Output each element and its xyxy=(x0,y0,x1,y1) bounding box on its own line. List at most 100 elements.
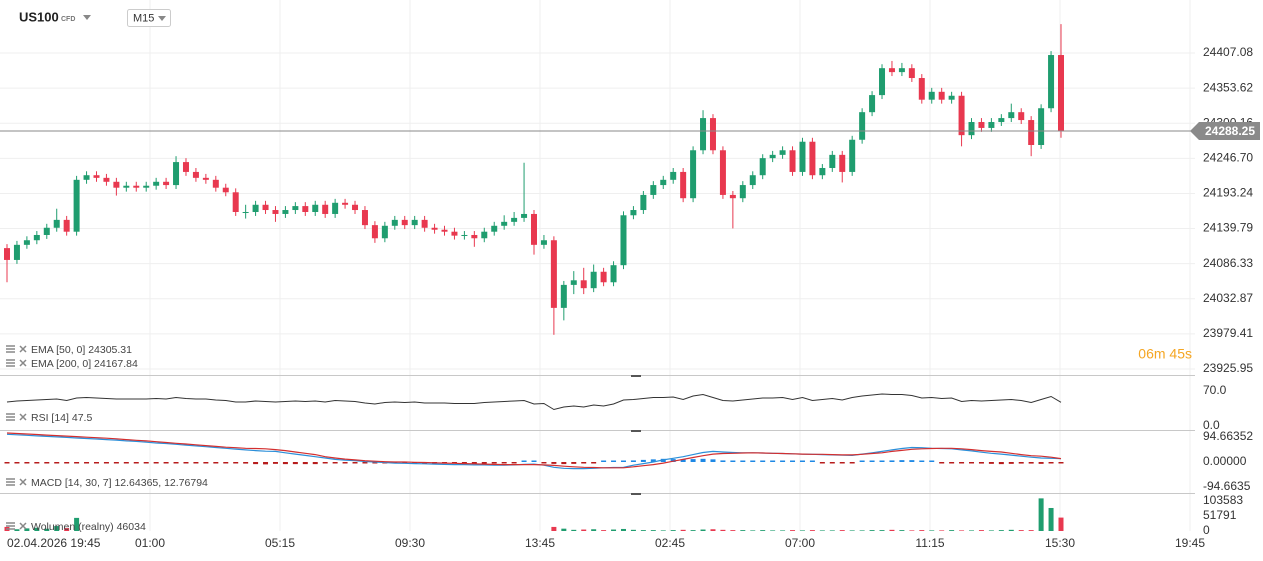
candle-body xyxy=(411,219,418,226)
macd-histogram-bar xyxy=(650,459,656,462)
candle-body xyxy=(202,177,209,180)
indicator-legend: RSI [14] 47.5 xyxy=(31,412,92,424)
candle-body xyxy=(1048,55,1055,109)
x-tick-label: 13:45 xyxy=(525,536,555,550)
candle-body xyxy=(1008,112,1015,119)
macd-histogram-bar xyxy=(173,462,179,464)
volume-bar xyxy=(799,530,805,531)
indicator-legend: Wolumen (realny) 46034 xyxy=(31,521,146,533)
last-price-label: 24288.25 xyxy=(1205,124,1255,138)
macd-histogram-bar xyxy=(640,459,646,462)
volume-bar xyxy=(959,530,965,531)
candle-body xyxy=(13,244,20,260)
macd-histogram-bar xyxy=(998,462,1004,465)
symbol[interactable]: US100 xyxy=(19,9,59,24)
macd-histogram-bar xyxy=(829,462,835,464)
volume-bar xyxy=(581,529,587,531)
candle-body xyxy=(53,219,60,228)
volume-bar xyxy=(929,530,935,531)
macd-histogram-bar xyxy=(233,462,239,464)
x-tick-label: 11:15 xyxy=(915,536,944,550)
macd-histogram-bar xyxy=(680,459,686,462)
candle-body xyxy=(859,112,866,140)
indicator-legend: EMA [50, 0] 24305.31 xyxy=(31,344,132,356)
macd-histogram-bar xyxy=(362,462,368,464)
macd-histogram-bar xyxy=(1028,462,1034,464)
macd-histogram-bar xyxy=(113,462,119,464)
candle-body xyxy=(143,185,150,188)
dropdown-arrow[interactable] xyxy=(158,16,166,21)
candle-body xyxy=(1018,112,1025,121)
timeframe[interactable]: M15 xyxy=(133,12,154,24)
macd-histogram-bar xyxy=(730,460,736,462)
macd-histogram-bar xyxy=(332,462,338,464)
candle-body xyxy=(799,141,806,172)
dropdown-arrow[interactable] xyxy=(83,15,91,20)
x-tick-label: 02:45 xyxy=(655,536,685,550)
macd-histogram-bar xyxy=(809,460,815,462)
macd-histogram-bar xyxy=(889,460,895,462)
candle-body xyxy=(123,185,130,188)
volume-bar xyxy=(561,528,567,531)
volume-bar xyxy=(601,530,607,531)
timeframe-box[interactable] xyxy=(127,9,171,27)
x-tick-label: 15:30 xyxy=(1045,536,1075,550)
legend-close-icon xyxy=(19,359,27,367)
candle-body xyxy=(560,284,567,308)
macd-histogram-bar xyxy=(292,462,298,465)
candle-body xyxy=(719,150,726,195)
volume-bar xyxy=(54,526,60,531)
macd-histogram-bar xyxy=(929,460,935,462)
candle-body xyxy=(212,179,219,188)
volume-bar xyxy=(819,530,825,531)
candle-body xyxy=(262,204,269,211)
macd-histogram-bar xyxy=(581,462,587,464)
volume-bar xyxy=(650,530,656,531)
candle-body xyxy=(898,68,905,73)
macd-histogram-bar xyxy=(1058,462,1064,464)
macd-histogram-bar xyxy=(611,460,617,462)
macd-histogram-bar xyxy=(193,462,199,464)
macd-histogram-bar xyxy=(342,462,348,464)
macd-histogram-bar xyxy=(74,462,80,464)
candle-body xyxy=(451,231,458,236)
volume-bar xyxy=(680,529,686,531)
candle-body xyxy=(272,210,279,214)
macd-histogram-bar xyxy=(720,460,726,462)
macd-histogram-bar xyxy=(1008,462,1014,464)
macd-histogram-bar xyxy=(819,462,825,464)
volume-bar xyxy=(720,529,726,531)
macd-histogram-bar xyxy=(790,460,796,462)
rsi-line xyxy=(6,393,1062,411)
volume-bar xyxy=(770,530,776,531)
macd-histogram-bar xyxy=(551,462,557,464)
macd-histogram-bar xyxy=(839,462,845,464)
macd-histogram-bar xyxy=(978,462,984,464)
y-tick-label: 24193.24 xyxy=(1203,186,1253,200)
volume-bar xyxy=(591,529,597,531)
macd-histogram-bar xyxy=(620,460,626,462)
macd-histogram-bar xyxy=(123,462,129,464)
candle-body xyxy=(620,215,627,266)
macd-histogram-bar xyxy=(243,462,249,464)
macd-histogram-bar xyxy=(302,462,308,465)
macd-histogram-bar xyxy=(471,462,477,464)
volume-bar xyxy=(889,529,895,531)
y-tick-label: 24246.70 xyxy=(1203,151,1253,165)
candle-body xyxy=(312,204,319,212)
candle-body xyxy=(600,271,607,283)
candle-body xyxy=(829,154,836,168)
volume-bar xyxy=(969,530,975,531)
indicator-legend: MACD [14, 30, 7] 12.64365, 12.76794 xyxy=(31,477,208,489)
y-tick-label: 24407.08 xyxy=(1203,45,1253,59)
volume-bar xyxy=(809,530,815,531)
candle-body xyxy=(958,95,965,136)
candle-body xyxy=(431,227,438,230)
candle-body xyxy=(531,213,537,245)
candle-body xyxy=(232,192,239,212)
candle-body xyxy=(322,204,329,214)
macd-histogram-bar xyxy=(143,462,149,464)
macd-histogram-bar xyxy=(531,460,537,462)
candle-body xyxy=(670,171,677,180)
macd-histogram-bar xyxy=(969,462,975,464)
